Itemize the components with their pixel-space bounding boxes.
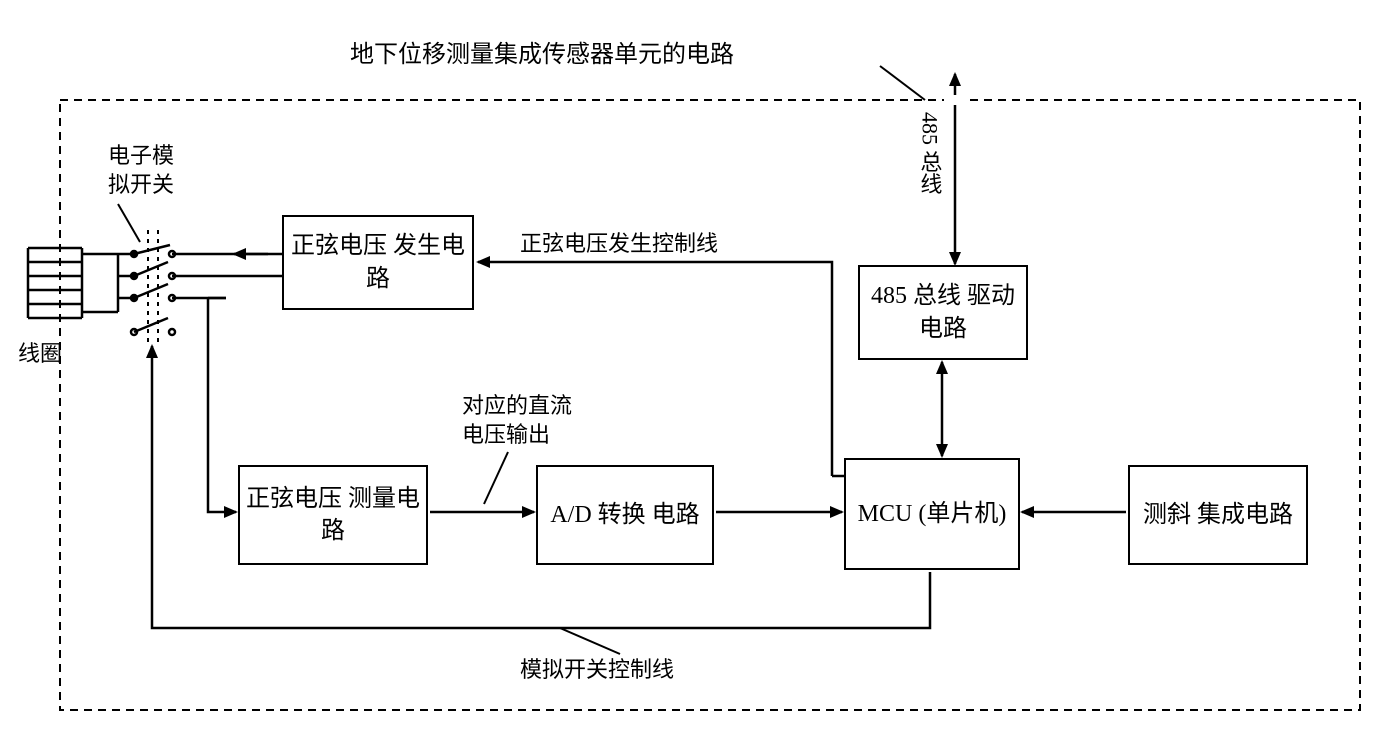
dc-output-label: 对应的直流 电压输出 — [462, 392, 572, 449]
bus-485-label: 485 总线 — [916, 112, 942, 195]
inclinometer-ic-box: 测斜 集成电路 — [1128, 465, 1308, 565]
mcu-box: MCU (单片机) — [844, 458, 1020, 570]
bus-driver-text: 485 总线 驱动电路 — [860, 280, 1026, 345]
bus-485-driver-box: 485 总线 驱动电路 — [858, 265, 1028, 360]
analog-switch-label: 电子模 拟开关 — [108, 142, 174, 199]
sine-measure-text: 正弦电压 测量电路 — [240, 483, 426, 548]
ad-converter-box: A/D 转换 电路 — [536, 465, 714, 565]
title-leader-line — [880, 66, 925, 100]
incline-text: 测斜 集成电路 — [1143, 499, 1293, 531]
ad-conv-text: A/D 转换 电路 — [550, 499, 699, 531]
diagram-title: 地下位移测量集成传感器单元的电路 — [350, 40, 734, 71]
coil-label: 线圈 — [18, 340, 62, 369]
diagram-svg — [0, 0, 1378, 729]
switch-ctrl-line-label: 模拟开关控制线 — [520, 656, 674, 685]
arrow-switch-to-measure — [208, 298, 236, 512]
container-border — [60, 100, 1360, 710]
coil-icon — [28, 248, 82, 318]
sine-gen-text: 正弦电压 发生电路 — [284, 230, 472, 295]
sine-voltage-generator-box: 正弦电压 发生电路 — [282, 215, 474, 310]
sine-ctrl-line-label: 正弦电压发生控制线 — [520, 230, 718, 259]
mcu-text: MCU (单片机) — [858, 498, 1007, 530]
sine-voltage-measure-box: 正弦电压 测量电路 — [238, 465, 428, 565]
